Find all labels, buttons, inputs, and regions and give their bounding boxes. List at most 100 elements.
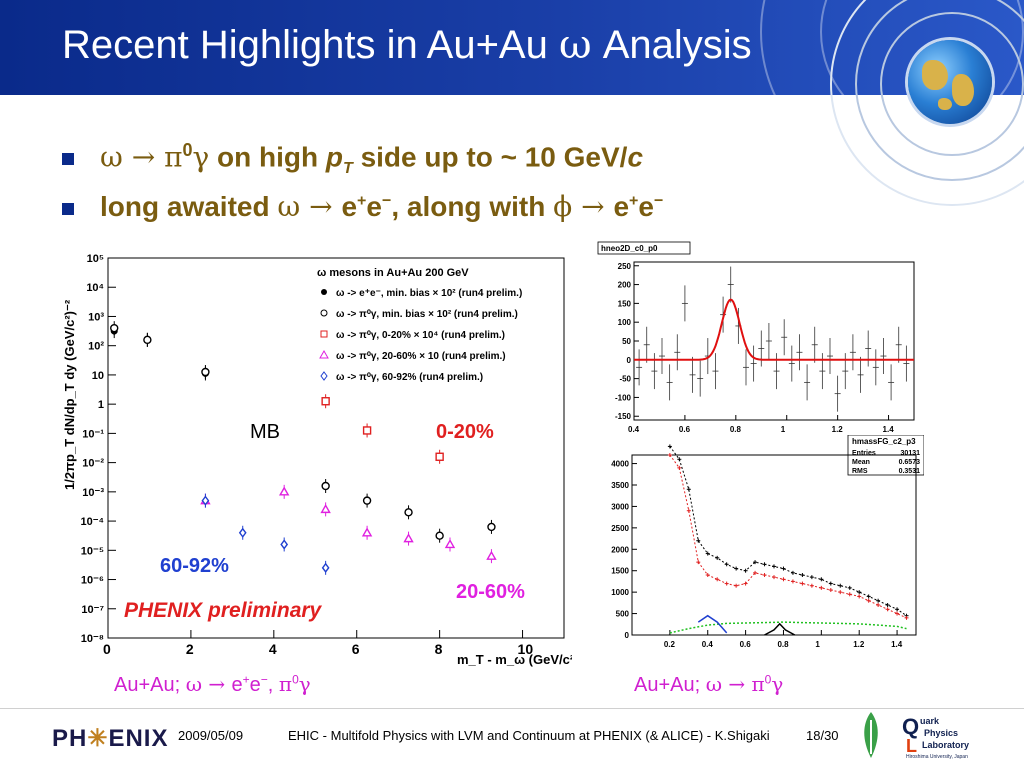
annotation-phenix-preliminary: PHENIX preliminary <box>124 599 323 622</box>
qpl-line3: Laboratory <box>922 740 969 750</box>
y-tick-label: 4000 <box>611 460 629 469</box>
qpl-logo: Q L uark Physics Laboratory Hiroshima Un… <box>902 712 982 762</box>
y-tick-label: 10⁻⁴ <box>81 516 104 528</box>
annotation-mb: MB <box>250 421 280 443</box>
bullet-marker <box>62 153 74 165</box>
y-tick-label: 1500 <box>611 567 629 576</box>
annotation-20-60: 20-60% <box>456 581 525 603</box>
legend-label: ω -> π⁰γ, 20-60% × 10 (run4 prelim.) <box>336 351 506 362</box>
x-tick-label: 1.2 <box>832 425 844 434</box>
x-tick-label: 1 <box>815 640 820 649</box>
legend-label: ω -> π⁰γ, min. bias × 10² (run4 prelim.) <box>336 309 518 320</box>
spectra-chart: 0 2 4 6 8 10 10⁵ 10⁴ 10³ 10² 10 1 10⁻¹ 10⁻² 10⁻³ 10⁻⁴ 10… <box>62 250 572 670</box>
y-tick-label: 10² <box>88 341 104 353</box>
x-tick-label: 0.6 <box>679 425 691 434</box>
x-tick-label: 0.6 <box>740 640 752 649</box>
legend-entry: ω -> π⁰γ, 0-20% × 10⁴ (run4 prelim.) <box>321 330 505 341</box>
legend-entry: ω -> π⁰γ, min. bias × 10² (run4 prelim.) <box>321 309 518 320</box>
x-tick-label: 8 <box>435 641 443 657</box>
footer: PH✳ENIX 2009/05/09 EHIC - Multifold Phys… <box>0 708 1024 768</box>
stats-value: 0.6573 <box>899 459 921 466</box>
y-tick-label: -100 <box>615 393 632 402</box>
y-tick-label: 10⁻¹ <box>82 428 104 440</box>
y-tick-label: 0 <box>625 631 630 640</box>
x-tick-label: 0.4 <box>702 640 714 649</box>
y-tick-label: 10⁻² <box>82 458 104 470</box>
phenix-star-icon: ✳ <box>87 725 108 752</box>
legend-label: ω -> π⁰γ, 0-20% × 10⁴ (run4 prelim.) <box>336 330 505 341</box>
histogram-title: hmassFG_c2_p3 <box>852 437 916 446</box>
y-tick-label: 10⁻⁸ <box>81 633 104 645</box>
y-tick-label: 200 <box>618 281 632 290</box>
y-tick-label: 2000 <box>611 545 629 554</box>
y-tick-label: 10³ <box>88 311 104 323</box>
annotation-0-20: 0-20% <box>436 421 494 443</box>
qpl-line1: uark <box>920 716 940 726</box>
pi0gamma-mass-chart: hneo2D_c0_p0 0.4 0.6 0.8 1 1.2 1.4 250 200 150 10… <box>596 240 924 435</box>
slide-title: Recent Highlights in Au+Au ω Analysis <box>62 22 752 68</box>
phenix-logo: PH✳ENIX <box>52 724 168 753</box>
leaf-logo-icon <box>858 710 884 760</box>
histogram-title: hneo2D_c0_p0 <box>601 244 658 253</box>
qpl-line2: Physics <box>924 728 958 738</box>
x-tick-label: 0 <box>103 641 111 657</box>
x-tick-label: 0.4 <box>628 425 640 434</box>
legend-label: ω -> π⁰γ, 60-92% (run4 prelim.) <box>336 372 483 383</box>
y-tick-label: 500 <box>616 610 630 619</box>
annotation-60-92: 60-92% <box>160 555 229 577</box>
footer-divider <box>0 708 1024 709</box>
stats-value: 30131 <box>901 450 921 457</box>
legend-label: ω -> e⁺e⁻, min. bias × 10² (run4 prelim.… <box>336 288 522 299</box>
y-tick-label: -150 <box>615 412 632 421</box>
stats-value: 0.3531 <box>899 468 921 475</box>
y-tick-label: 100 <box>618 318 632 327</box>
y-tick-label: 10⁴ <box>86 282 104 294</box>
legend-entry: ω -> π⁰γ, 20-60% × 10 (run4 prelim.) <box>320 351 506 362</box>
x-tick-label: 0.8 <box>730 425 742 434</box>
y-tick-label: 150 <box>618 299 632 308</box>
stats-key: RMS <box>852 468 868 475</box>
y-tick-label: -50 <box>619 375 631 384</box>
stats-key: Entries <box>852 450 876 457</box>
x-tick-label: 0.8 <box>777 640 789 649</box>
x-tick-label: 0.2 <box>664 640 676 649</box>
y-tick-label: 10⁵ <box>87 253 104 265</box>
y-tick-label: 50 <box>622 337 631 346</box>
x-axis-label: m_T - m_ω (GeV/c²) <box>457 652 572 667</box>
footer-date: 2009/05/09 <box>178 728 243 743</box>
y-tick-label: 3000 <box>611 502 629 511</box>
x-tick-label: 1.4 <box>891 640 903 649</box>
y-tick-label: 2500 <box>611 524 629 533</box>
bullet-text: ω → π0γ on high pT side up to ~ 10 GeV/c <box>100 140 643 178</box>
bullet-marker <box>62 203 74 215</box>
legend-entry: ω -> e⁺e⁻, min. bias × 10² (run4 prelim.… <box>321 288 522 299</box>
y-tick-label: 10⁻³ <box>82 487 104 499</box>
legend-entry: ω -> π⁰γ, 60-92% (run4 prelim.) <box>321 372 483 383</box>
x-tick-label: 4 <box>269 641 277 657</box>
page-number: 18/30 <box>806 728 839 743</box>
bullet-text: long awaited ω → e+e−, along with ϕ → e+… <box>100 190 663 223</box>
caption-right: Au+Au; ω → π0γ <box>634 672 783 697</box>
legend-title: ω mesons in Au+Au 200 GeV <box>317 267 469 279</box>
qpl-line4: Hiroshima University, Japan <box>906 754 968 760</box>
x-tick-label: 2 <box>186 641 194 657</box>
y-tick-label: 0 <box>627 356 632 365</box>
x-tick-label: 1.2 <box>853 640 865 649</box>
y-tick-label: 3500 <box>611 481 629 490</box>
x-tick-label: 1 <box>781 425 786 434</box>
y-tick-label: 10⁻⁷ <box>81 604 104 616</box>
caption-left: Au+Au; ω → e+e−, π0γ <box>114 672 311 697</box>
ee-mass-chart: hmassFG_c2_p3 Entries 30131 Mean 0.6573 RMS 0… <box>596 435 924 650</box>
y-tick-label: 10⁻⁵ <box>81 545 104 557</box>
x-tick-label: 6 <box>352 641 360 657</box>
stats-key: Mean <box>852 459 870 466</box>
footer-talk-title: EHIC - Multifold Physics with LVM and Co… <box>288 728 770 743</box>
y-tick-label: 10 <box>92 370 104 382</box>
x-tick-label: 1.4 <box>883 425 895 434</box>
y-axis-label: 1/2πp_T dN/dp_T dy (GeV/c²)⁻² <box>62 299 77 490</box>
y-tick-label: 1000 <box>611 588 629 597</box>
qpl-letter-l: L <box>906 736 917 756</box>
globe-icon <box>908 40 992 124</box>
y-tick-label: 250 <box>618 262 632 271</box>
y-tick-label: 10⁻⁶ <box>81 575 104 587</box>
